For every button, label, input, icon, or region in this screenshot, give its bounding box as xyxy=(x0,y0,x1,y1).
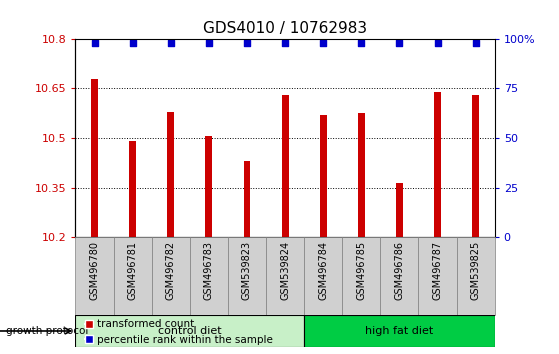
Legend: transformed count, percentile rank within the sample: transformed count, percentile rank withi… xyxy=(80,315,277,349)
Text: GSM496785: GSM496785 xyxy=(356,241,366,300)
Text: GSM496782: GSM496782 xyxy=(166,241,176,300)
Text: GSM496783: GSM496783 xyxy=(204,241,214,300)
Point xyxy=(128,40,137,46)
Bar xyxy=(396,183,403,237)
Bar xyxy=(304,237,342,315)
Point xyxy=(205,40,214,46)
Text: GSM496784: GSM496784 xyxy=(318,241,328,300)
Title: GDS4010 / 10762983: GDS4010 / 10762983 xyxy=(203,21,367,36)
Bar xyxy=(75,237,113,315)
Bar xyxy=(358,113,365,237)
Bar xyxy=(91,79,98,237)
Point xyxy=(90,40,99,46)
Bar xyxy=(320,115,326,237)
Point xyxy=(433,40,442,46)
Text: GSM496787: GSM496787 xyxy=(433,241,443,300)
Point xyxy=(166,40,175,46)
Point xyxy=(357,40,366,46)
Bar xyxy=(206,136,212,237)
Point xyxy=(319,40,328,46)
Bar xyxy=(228,237,266,315)
Bar xyxy=(167,112,174,237)
Point xyxy=(395,40,404,46)
Bar xyxy=(266,237,304,315)
Bar xyxy=(304,315,495,347)
Point xyxy=(471,40,480,46)
Text: GSM496781: GSM496781 xyxy=(127,241,138,300)
Bar xyxy=(113,237,151,315)
Text: control diet: control diet xyxy=(158,326,221,336)
Text: GSM496786: GSM496786 xyxy=(395,241,404,300)
Bar xyxy=(190,237,228,315)
Text: high fat diet: high fat diet xyxy=(365,326,434,336)
Text: GSM539825: GSM539825 xyxy=(471,241,481,300)
Bar xyxy=(151,237,190,315)
Text: growth protocol: growth protocol xyxy=(6,326,88,336)
Point xyxy=(281,40,290,46)
Bar xyxy=(434,92,441,237)
Bar xyxy=(342,237,380,315)
Bar xyxy=(380,237,419,315)
Bar xyxy=(419,237,457,315)
Text: GSM539824: GSM539824 xyxy=(280,241,290,300)
Bar xyxy=(75,315,304,347)
Point xyxy=(243,40,252,46)
Bar xyxy=(244,161,250,237)
Bar xyxy=(129,141,136,237)
Bar xyxy=(282,95,288,237)
Text: GSM539823: GSM539823 xyxy=(242,241,252,300)
Bar xyxy=(457,237,495,315)
Bar xyxy=(472,95,479,237)
Text: GSM496780: GSM496780 xyxy=(89,241,100,300)
